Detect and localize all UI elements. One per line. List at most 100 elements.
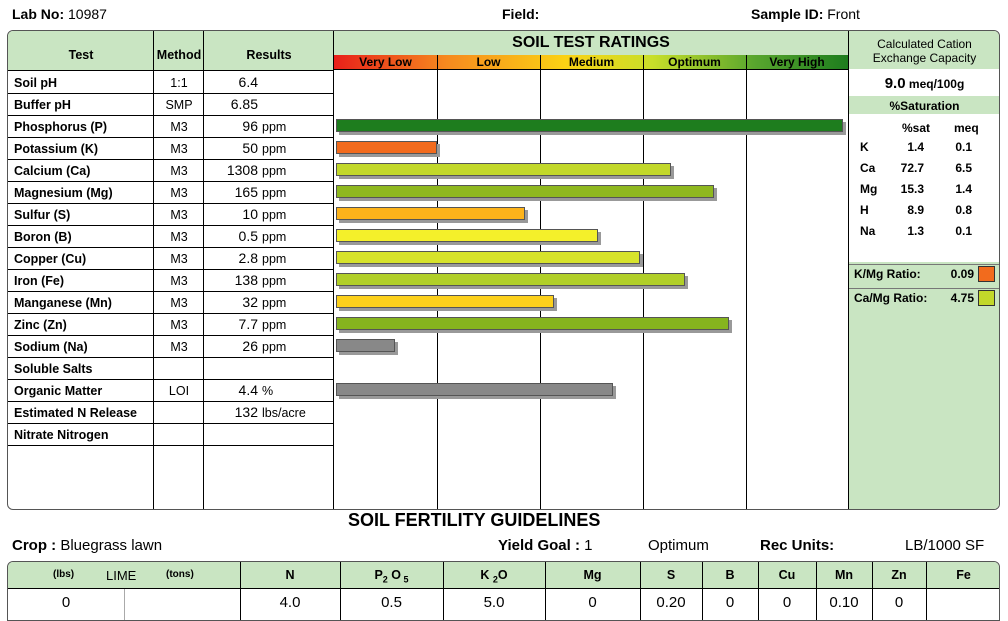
result-value: 6.4 <box>238 74 258 90</box>
divider <box>334 69 849 70</box>
header-method: Method <box>156 48 202 62</box>
result-value: 138 <box>234 272 258 288</box>
recommendations-table: (lbs) LIME (tons) 0 N 4.0 P2 O 5 0.5 K 2O 5.0… <box>7 561 1000 621</box>
rating-bar <box>336 141 437 154</box>
ratio-label: Ca/Mg Ratio: <box>854 291 928 305</box>
crop-label: Crop : <box>12 537 57 554</box>
header-cu: Cu <box>778 568 796 582</box>
row-divider <box>8 93 334 94</box>
value-p2o5: 0.5 <box>381 594 402 611</box>
row-divider <box>8 401 334 402</box>
divider <box>746 55 747 509</box>
header-test: Test <box>68 48 94 62</box>
saturation-percent: 72.7 <box>900 161 924 175</box>
saturation-title: %Saturation <box>889 99 960 113</box>
yield-goal: Yield Goal : 1 <box>498 537 592 554</box>
saturation-percent: 1.4 <box>907 140 924 154</box>
cec-unit: meq/100g <box>908 77 965 91</box>
row-divider <box>8 357 334 358</box>
guidelines-title: SOIL FERTILITY GUIDELINES <box>348 510 601 530</box>
crop: Crop : Bluegrass lawn <box>12 537 162 554</box>
value-n: 4.0 <box>279 594 301 611</box>
header-zn: Zn <box>891 568 907 582</box>
saturation-element: Na <box>860 224 876 238</box>
test-name: Phosphorus (P) <box>14 120 108 134</box>
lab-number-label: Lab No: <box>12 6 65 22</box>
row-divider <box>8 181 334 182</box>
yield-goal-label: Yield Goal : <box>498 537 580 554</box>
rating-bar <box>336 339 395 352</box>
rating-very-low: Very Low <box>359 55 412 69</box>
result-value: 165 <box>234 184 258 200</box>
cec-title-line2: Exchange Capacity <box>872 51 977 65</box>
saturation-element: Ca <box>860 161 876 175</box>
header-k2o: K 2O <box>480 568 508 585</box>
divider <box>8 588 999 589</box>
ratio-color-swatch <box>978 266 995 282</box>
rating-very-high: Very High <box>769 55 825 69</box>
rating-bar <box>336 383 613 396</box>
test-method: M3 <box>170 120 188 134</box>
result-value: 6.85 <box>230 96 258 112</box>
yield-optimum: Optimum <box>648 537 709 554</box>
test-method: M3 <box>170 230 188 244</box>
saturation-meq: 0.8 <box>955 203 972 217</box>
saturation-meq: 1.4 <box>955 182 972 196</box>
row-divider <box>8 159 334 160</box>
result-unit: ppm <box>262 274 287 288</box>
rating-bar <box>336 295 554 308</box>
crop-value: Bluegrass lawn <box>60 537 163 554</box>
rating-bar <box>336 273 685 286</box>
field-label: Field: <box>502 6 540 22</box>
test-method: M3 <box>170 142 188 156</box>
test-method: M3 <box>170 208 188 222</box>
value-b: 0 <box>725 594 735 611</box>
test-name: Calcium (Ca) <box>14 164 91 178</box>
divider <box>926 562 927 620</box>
result-value: 10 <box>242 206 258 222</box>
saturation-meq: 0.1 <box>955 140 972 154</box>
test-name: Estimated N Release <box>14 406 137 420</box>
header-mg: Mg <box>583 568 602 582</box>
test-method: M3 <box>170 340 188 354</box>
row-divider <box>8 291 334 292</box>
lab-number: Lab No: 10987 <box>12 6 107 22</box>
divider <box>848 31 849 509</box>
test-method: M3 <box>170 164 188 178</box>
saturation-element: K <box>860 140 869 154</box>
divider <box>872 562 873 620</box>
test-method: LOI <box>168 384 190 398</box>
result-unit: ppm <box>262 296 287 310</box>
saturation-box <box>849 114 999 262</box>
test-method: M3 <box>170 296 188 310</box>
result-value: 2.8 <box>238 250 258 266</box>
result-value: 7.7 <box>238 316 258 332</box>
test-name: Magnesium (Mg) <box>14 186 113 200</box>
saturation-meq: 6.5 <box>955 161 972 175</box>
recommendations-header <box>8 562 999 589</box>
value-mn: 0.10 <box>829 594 859 611</box>
test-method: M3 <box>170 252 188 266</box>
lime-tons-label: (tons) <box>166 569 194 580</box>
header-mn: Mn <box>834 568 854 582</box>
row-divider <box>8 335 334 336</box>
row-divider <box>8 203 334 204</box>
row-divider <box>8 137 334 138</box>
test-name: Sulfur (S) <box>14 208 71 222</box>
test-method: M3 <box>170 274 188 288</box>
header-b: B <box>725 568 735 582</box>
rec-units-value: LB/1000 SF <box>905 537 985 554</box>
value-k2o: 5.0 <box>483 594 505 611</box>
lime-label: LIME <box>106 568 137 583</box>
result-value: 26 <box>242 338 258 354</box>
test-name: Buffer pH <box>14 98 71 112</box>
result-unit: ppm <box>262 252 287 266</box>
ratings-header-band <box>334 31 848 55</box>
cec-number: 9.0 <box>884 75 906 92</box>
result-value: 32 <box>242 294 258 310</box>
test-name: Copper (Cu) <box>14 252 87 266</box>
lab-number-value: 10987 <box>68 6 107 22</box>
lime-lbs-label: (lbs) <box>53 569 75 580</box>
result-unit: ppm <box>262 186 287 200</box>
test-method: SMP <box>165 98 193 112</box>
